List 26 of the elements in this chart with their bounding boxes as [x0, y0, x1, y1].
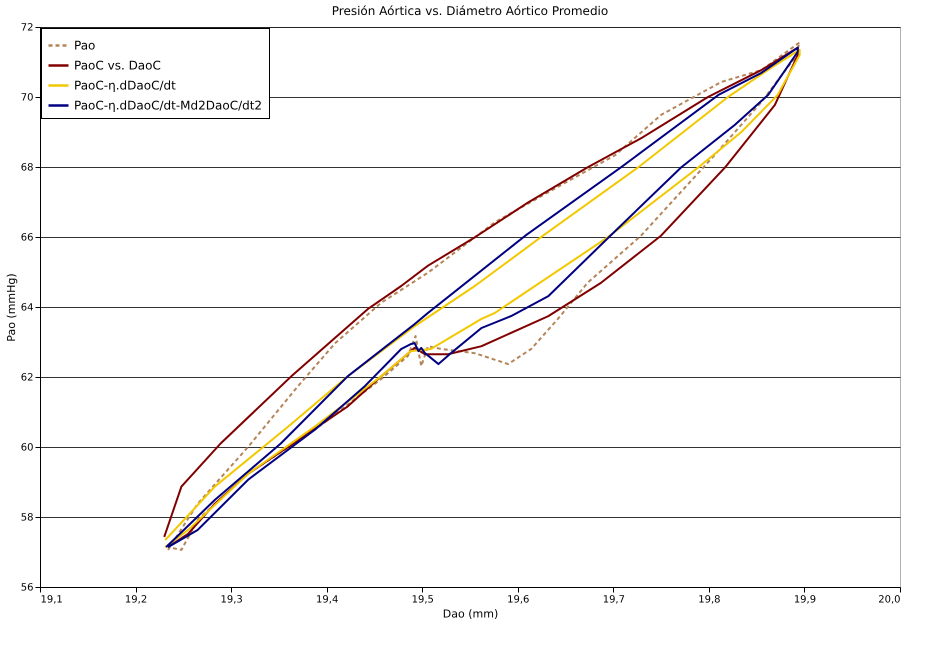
- y-tick-label: 66: [20, 232, 34, 244]
- x-tick-label: 19,6: [507, 594, 530, 606]
- x-tick-label: 19,4: [316, 594, 338, 606]
- x-tick-label: 19,9: [794, 594, 816, 606]
- x-tick-label: 19,8: [698, 594, 721, 606]
- chart-title: Presión Aórtica vs. Diámetro Aórtico Promedio: [332, 4, 608, 18]
- x-axis-title: Dao (mm): [442, 608, 498, 620]
- y-axis-title: Pao (mmHg): [4, 273, 18, 342]
- x-tick-label: 19,3: [220, 594, 243, 606]
- y-tick-label: 60: [20, 442, 34, 454]
- y-tick-label: 56: [20, 582, 34, 594]
- x-tick-label: 20,0: [878, 594, 900, 606]
- y-tick-label: 68: [20, 162, 34, 174]
- y-tick-label: 58: [20, 512, 34, 524]
- y-tick-label: 62: [20, 372, 34, 384]
- legend-label: PaoC vs. DaoC: [74, 58, 161, 72]
- legend-label: PaoC-η.dDaoC/dt: [74, 78, 176, 92]
- x-tick-label: 19,2: [124, 594, 148, 606]
- y-tick-label: 64: [20, 302, 34, 314]
- x-tick-label: 19,7: [602, 594, 625, 606]
- y-tick-label: 70: [20, 92, 34, 104]
- legend-label: PaoC-η.dDaoC/dt-Md2DaoC/dt2: [74, 98, 262, 112]
- x-tick-label: 19,5: [412, 594, 434, 606]
- y-tick-label: 72: [20, 22, 34, 34]
- x-tick-label: 19,1: [40, 594, 63, 606]
- legend-label: Pao: [74, 38, 96, 52]
